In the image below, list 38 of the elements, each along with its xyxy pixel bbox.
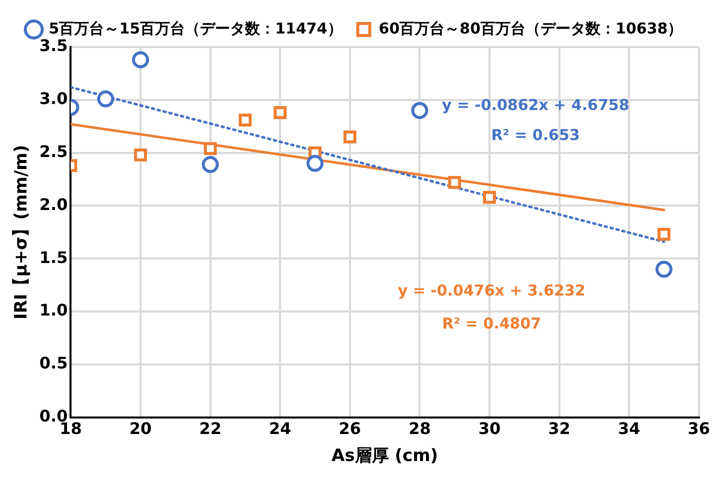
point [343, 130, 356, 144]
annotation: R² = 0.653 [491, 126, 580, 144]
point [483, 190, 496, 204]
point [448, 176, 462, 189]
y-tick-label: 1.0 [39, 300, 68, 320]
point [132, 51, 150, 68]
point [134, 148, 147, 162]
y-tick-label: 2.0 [39, 194, 68, 214]
x-tick-label: 32 [548, 419, 570, 438]
annotation: y = -0.0862x + 4.6758 [442, 96, 630, 114]
x-tick-label: 20 [129, 419, 152, 438]
y-tick-label: 3.0 [39, 89, 68, 108]
point [274, 106, 287, 120]
annotation: R² = 0.4807 [442, 314, 542, 333]
y-axis-title: IRI【μ+σ】(mm/m) [12, 144, 32, 320]
point [202, 156, 219, 173]
x-tick-label: 34 [618, 419, 640, 438]
point [238, 114, 252, 126]
x-tick-label: 28 [408, 419, 431, 438]
point [204, 142, 217, 156]
y-tick-label: 3.5 [39, 36, 68, 56]
x-tick-label: 24 [268, 419, 292, 438]
x-tick-label: 26 [338, 419, 362, 438]
point [655, 260, 672, 278]
x-tick-label: 22 [199, 419, 222, 438]
legend-label: 5百万台～15百万台（データ数：11474） [48, 19, 342, 38]
x-tick-label: 36 [688, 419, 710, 438]
y-tick-label: 1.5 [39, 248, 68, 267]
x-tick-label: 30 [478, 419, 501, 438]
y-tick-label: 2.5 [39, 142, 68, 161]
point [658, 228, 670, 241]
point [411, 102, 428, 119]
y-tick-label: 0.5 [39, 354, 68, 373]
point [97, 90, 114, 108]
legend-label: 60百万台～80百万台（データ数：10638） [378, 19, 683, 38]
annotation: y = -0.0476x + 3.6232 [398, 281, 586, 300]
point [306, 154, 324, 172]
x-axis-title: As層厚 (cm) [332, 446, 438, 466]
